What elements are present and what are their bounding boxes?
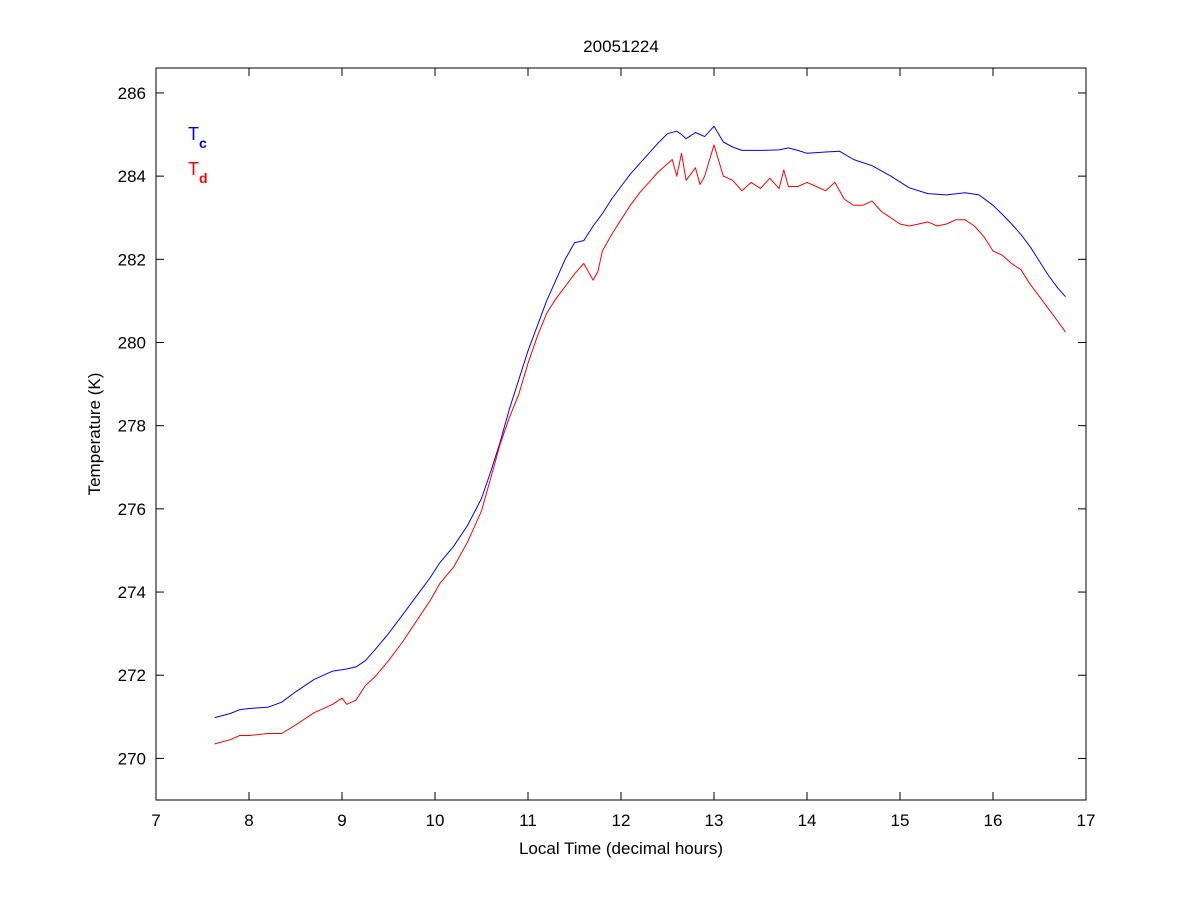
series-line-tc (214, 125, 1066, 719)
series-layer (214, 125, 1066, 745)
y-tick-label: 284 (118, 167, 146, 186)
y-axis-ticks: 270 272 274 276 278 280 282 284 286 (118, 84, 1086, 768)
x-tick-label: 15 (891, 811, 910, 830)
y-tick-label: 282 (118, 250, 146, 269)
x-tick-label: 7 (151, 811, 160, 830)
legend-entry-tc: Tc (188, 124, 207, 151)
x-tick-label: 8 (244, 811, 253, 830)
chart-title: 20051224 (583, 37, 659, 56)
plot-area (155, 67, 1087, 801)
y-tick-label: 280 (118, 334, 146, 353)
x-tick-label: 14 (798, 811, 817, 830)
y-axis-label: Temperature (K) (85, 373, 104, 496)
x-tick-label: 17 (1077, 811, 1096, 830)
y-tick-label: 276 (118, 500, 146, 519)
legend: Tc Td (188, 124, 208, 186)
y-tick-label: 272 (118, 666, 146, 685)
y-tick-label: 274 (118, 583, 146, 602)
x-tick-label: 10 (426, 811, 445, 830)
series-line-td (214, 144, 1066, 745)
y-tick-label: 286 (118, 84, 146, 103)
x-tick-label: 9 (337, 811, 346, 830)
x-tick-label: 11 (519, 811, 537, 830)
x-tick-label: 12 (612, 811, 631, 830)
y-tick-label: 278 (118, 417, 146, 436)
axes-box (155, 67, 1087, 801)
x-axis-label: Local Time (decimal hours) (519, 839, 723, 858)
y-tick-label: 270 (118, 749, 146, 768)
legend-entry-td: Td (188, 159, 208, 186)
x-tick-label: 13 (705, 811, 724, 830)
x-tick-label: 16 (984, 811, 1003, 830)
x-axis-ticks: 7 8 9 10 11 12 13 14 15 16 17 (151, 68, 1095, 830)
